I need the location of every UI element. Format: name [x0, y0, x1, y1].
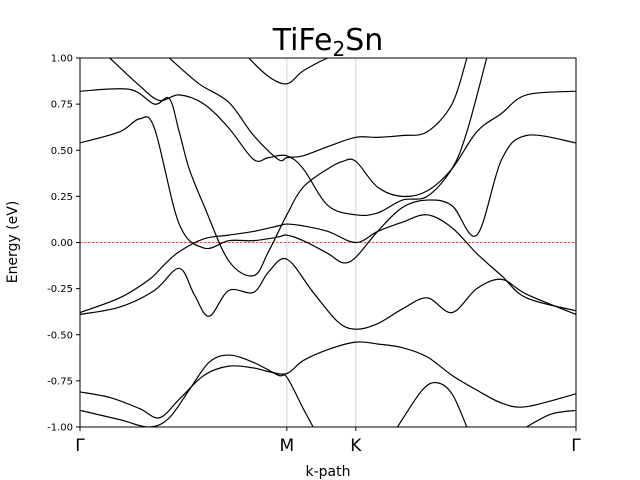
svg-text:TiFe2Sn: TiFe2Sn: [272, 23, 384, 61]
band-line-7: [248, 58, 338, 85]
band-line-11: [526, 409, 576, 427]
y-tick-label: -0.50: [47, 330, 73, 341]
y-tick-label: 0.25: [51, 192, 73, 203]
title-subscript: 2: [333, 37, 346, 61]
band-line-5: [109, 58, 488, 217]
y-tick-label: -1.00: [47, 423, 73, 434]
kpoint-label: K: [350, 436, 362, 456]
y-axis-label: Energy (eV): [5, 201, 21, 284]
title-main: TiFe: [272, 23, 333, 58]
band-lines: [80, 58, 576, 427]
y-tick-label: 0.75: [51, 100, 73, 111]
y-tick-label: -0.25: [47, 284, 73, 295]
band-line-6: [168, 58, 468, 162]
x-axis-label: k-path: [306, 464, 351, 480]
y-tick-label: 0.00: [51, 238, 73, 249]
band-line-9: [80, 354, 314, 427]
band-line-1: [80, 214, 576, 314]
y-axis-ticks: -1.00 -0.75 -0.50 -0.25 0.00 0.25 0.50 0.75 1.00: [47, 54, 80, 434]
band-line-4: [80, 88, 576, 277]
chart-title: TiFe2Sn: [272, 23, 384, 61]
band-line-8: [80, 341, 576, 419]
title-tail: Sn: [345, 23, 383, 58]
band-line-3: [80, 116, 576, 264]
kpoint-label: Γ: [571, 436, 581, 456]
kpoint-label: M: [279, 436, 294, 456]
band-line-10: [396, 381, 468, 427]
band-line-2: [80, 257, 576, 330]
y-tick-label: -0.75: [47, 376, 73, 387]
y-tick-label: 0.50: [51, 146, 73, 157]
y-tick-label: 1.00: [51, 54, 73, 65]
kpoint-label: Γ: [75, 436, 85, 456]
